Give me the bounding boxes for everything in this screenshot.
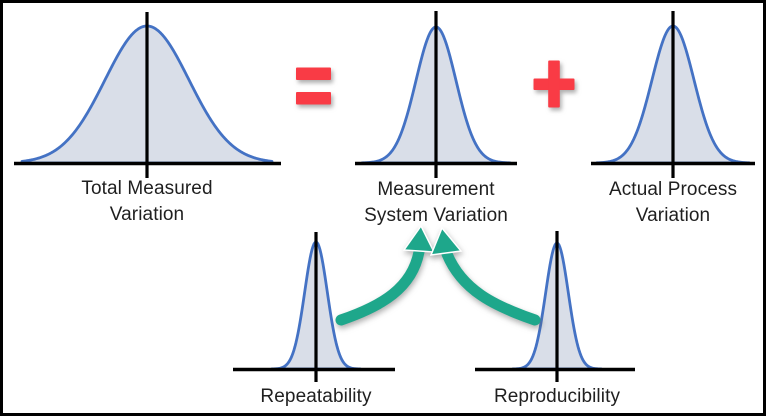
measurement-system-variation-label-line2: System Variation — [364, 205, 508, 226]
repeatability-arrow-shaft — [335, 246, 425, 326]
repeatability-label: Repeatability — [206, 384, 426, 410]
repeatability-label-text: Repeatability — [260, 386, 372, 407]
actual-process-variation-plot — [591, 11, 755, 178]
total-variation-label-line2: Variation — [109, 204, 185, 225]
reproducibility-label: Reproducibility — [447, 384, 667, 410]
repeatability-plot — [233, 232, 395, 382]
equals-top-bar — [296, 67, 331, 80]
actual-process-variation-label-line2: Variation — [635, 205, 711, 226]
actual-process-variation-label-line1: Actual Process — [608, 179, 738, 200]
equals-bottom-bar — [296, 92, 331, 105]
plus-vertical-bar — [548, 60, 560, 108]
repeatability-arrow — [335, 224, 436, 326]
reproducibility-arrow-shaft — [441, 248, 541, 326]
actual-process-variation-label: Actual Process Variation — [563, 177, 768, 229]
reproducibility-plot — [475, 231, 635, 382]
measurement-system-variation-label: Measurement System Variation — [326, 177, 546, 229]
total-variation-plot — [14, 12, 281, 178]
plus-icon — [533, 60, 575, 108]
total-variation-label-line1: Total Measured — [81, 178, 213, 199]
reproducibility-arrowhead-icon — [429, 226, 463, 256]
measurement-system-variation-plot — [355, 11, 517, 178]
total-variation-label: Total Measured Variation — [37, 176, 257, 228]
reproducibility-label-text: Reproducibility — [493, 386, 621, 407]
reproducibility-arrow — [429, 226, 541, 326]
measurement-system-variation-label-line1: Measurement — [377, 179, 495, 200]
repeatability-arrowhead-icon — [402, 224, 436, 253]
equals-icon — [296, 67, 331, 105]
